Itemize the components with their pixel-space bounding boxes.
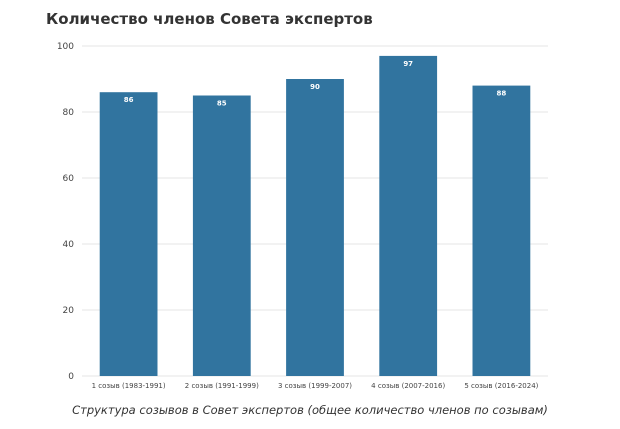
y-axis: 0 20 40 60 80 100: [57, 42, 74, 382]
y-tick-label: 100: [57, 42, 74, 52]
y-tick-label: 80: [63, 108, 75, 118]
y-tick-label: 60: [63, 174, 75, 184]
x-tick-label: 1 созыв (1983-1991): [92, 382, 166, 390]
x-tick-label: 2 созыв (1991-1999): [185, 382, 259, 390]
x-axis: 1 созыв (1983-1991) 2 созыв (1991-1999) 3 …: [92, 382, 539, 390]
y-tick-label: 40: [63, 240, 75, 250]
y-tick-label: 20: [63, 306, 75, 316]
bar: [192, 95, 251, 376]
x-tick-label: 5 созыв (2016-2024): [464, 382, 538, 390]
bar-value-label: 86: [124, 96, 134, 104]
bar: [286, 79, 344, 376]
bar: [379, 55, 438, 377]
bar: [99, 92, 158, 376]
bar: [472, 85, 531, 376]
bar-value-label: 85: [217, 100, 227, 108]
value-labels: 86 85 90 97 88: [124, 60, 507, 108]
bar-value-label: 90: [310, 83, 320, 91]
bar-value-label: 88: [497, 90, 507, 98]
y-tick-label: 0: [68, 372, 74, 382]
chart-caption: Структура созывов в Совет экспертов (общ…: [72, 403, 548, 417]
bars: [99, 55, 531, 377]
bar-value-label: 97: [403, 60, 413, 68]
x-tick-label: 3 созыв (1999-2007): [278, 382, 352, 390]
chart-title: Количество членов Совета экспертов: [46, 10, 373, 28]
x-tick-label: 4 созыв (2007-2016): [371, 382, 445, 390]
